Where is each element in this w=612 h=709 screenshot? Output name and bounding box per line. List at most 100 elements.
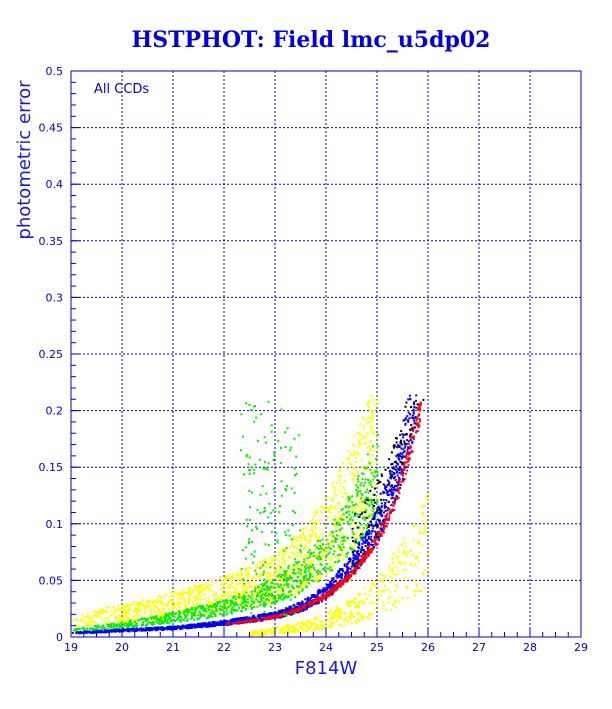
- blue-point: [371, 527, 374, 530]
- blue-point: [403, 450, 406, 453]
- yellow-point: [125, 611, 128, 614]
- yellow-point: [317, 575, 320, 578]
- yellow-point: [235, 591, 238, 594]
- yellow-point: [262, 633, 264, 636]
- blue-point: [375, 521, 378, 524]
- yellow-point: [247, 572, 250, 575]
- blue-point: [193, 626, 196, 629]
- blue-point: [405, 466, 408, 469]
- red-point: [396, 498, 399, 500]
- yellow-point: [333, 615, 336, 618]
- yellow-point: [188, 593, 191, 596]
- green-point: [190, 614, 193, 617]
- yellow-point: [304, 561, 307, 564]
- yellow-point: [330, 559, 333, 562]
- yellow-point: [255, 588, 258, 591]
- yellow-point: [323, 526, 326, 529]
- green-point: [332, 523, 335, 526]
- yellow-point: [160, 611, 163, 613]
- green-point: [156, 621, 159, 624]
- yellow-point: [392, 604, 395, 606]
- green-point: [303, 565, 306, 568]
- yellow-point: [328, 624, 331, 627]
- yellow-point: [331, 557, 334, 560]
- blue-point: [340, 579, 343, 582]
- blue-point: [343, 564, 346, 567]
- yellow-point: [350, 463, 353, 466]
- green-point: [154, 620, 157, 623]
- green-point: [168, 622, 171, 625]
- yellow-point: [319, 510, 322, 513]
- yellow-point: [270, 559, 273, 562]
- yellow-point: [372, 416, 375, 419]
- blue-point: [319, 590, 322, 593]
- yellow-point: [360, 530, 363, 533]
- yellow-point: [357, 453, 360, 456]
- yellow-point: [321, 511, 324, 514]
- blue-point: [76, 631, 79, 634]
- green-point: [297, 586, 299, 589]
- yellow-point: [303, 622, 306, 625]
- green-point: [262, 597, 265, 600]
- yellow-point: [339, 548, 342, 551]
- red-point: [327, 592, 330, 595]
- yellow-point: [189, 606, 192, 609]
- red-point: [371, 539, 374, 542]
- red-point: [316, 598, 319, 601]
- yellow-point: [147, 605, 150, 607]
- blue-point: [213, 625, 216, 628]
- yellow-point: [230, 604, 233, 607]
- yellow-point: [415, 556, 418, 559]
- yellow-point: [255, 566, 258, 568]
- green-point: [180, 616, 182, 619]
- yellow-point: [246, 574, 249, 576]
- yellow-point: [356, 611, 359, 614]
- green-point: [356, 541, 359, 544]
- yellow-point: [354, 453, 357, 456]
- blue-point: [250, 617, 253, 620]
- red-point: [378, 539, 381, 542]
- yellow-point: [308, 628, 310, 630]
- yellow-point: [305, 545, 308, 548]
- red-point: [345, 577, 348, 580]
- green-point: [130, 622, 133, 624]
- red-point: [383, 528, 386, 530]
- green-point: [317, 580, 320, 583]
- blue-point: [93, 631, 96, 633]
- blue-point: [302, 602, 304, 605]
- green-point: [302, 575, 305, 578]
- blue-point: [199, 625, 202, 628]
- yellow-point: [213, 594, 215, 597]
- yellow-point: [357, 469, 359, 472]
- yellow-point: [232, 586, 235, 589]
- yellow-point: [351, 523, 354, 525]
- yellow-point: [167, 601, 169, 604]
- blue-point: [340, 576, 342, 579]
- green-point: [279, 597, 282, 600]
- red-point: [336, 584, 339, 587]
- green-point: [362, 517, 364, 520]
- yellow-point: [196, 602, 199, 605]
- yellow-point: [201, 594, 204, 597]
- yellow-point: [334, 507, 337, 510]
- blue-point: [412, 408, 415, 411]
- blue-point: [245, 616, 248, 619]
- green-point: [249, 506, 252, 509]
- yellow-point: [290, 556, 293, 559]
- green-point: [216, 604, 219, 607]
- yellow-point: [356, 603, 359, 606]
- red-point: [403, 478, 406, 481]
- blue-point: [131, 630, 134, 632]
- green-point: [167, 615, 170, 618]
- green-point: [212, 603, 215, 606]
- yellow-point: [201, 583, 204, 586]
- green-point: [349, 546, 352, 549]
- yellow-point: [377, 598, 380, 601]
- green-point: [293, 563, 295, 566]
- blue-point: [364, 538, 367, 541]
- green-point: [132, 626, 135, 629]
- yellow-point: [280, 579, 283, 582]
- blue-point: [364, 535, 367, 538]
- green-point: [112, 628, 115, 631]
- green-point: [242, 473, 245, 476]
